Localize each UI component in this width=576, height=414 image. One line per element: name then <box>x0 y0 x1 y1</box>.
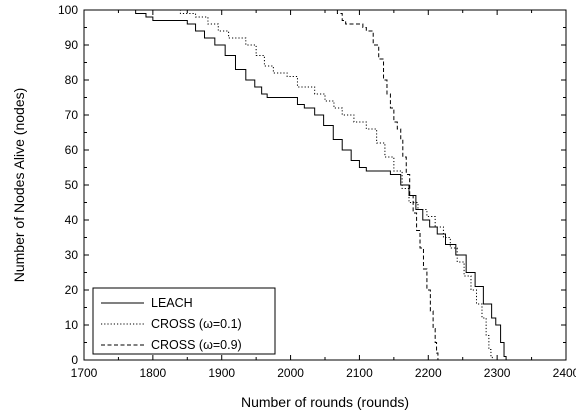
x-tick-label: 1800 <box>140 366 167 380</box>
y-tick-label: 30 <box>65 248 79 262</box>
y-tick-label: 90 <box>65 38 79 52</box>
x-tick-label: 2000 <box>277 366 304 380</box>
x-tick-label: 2300 <box>484 366 511 380</box>
y-tick-label: 60 <box>65 143 79 157</box>
y-tick-label: 10 <box>65 318 79 332</box>
legend-box <box>92 287 276 355</box>
y-tick-label: 50 <box>65 178 79 192</box>
y-tick-label: 80 <box>65 73 79 87</box>
y-tick-label: 20 <box>65 283 79 297</box>
x-axis-title: Number of rounds (rounds) <box>241 394 409 410</box>
y-tick-label: 100 <box>58 3 78 17</box>
legend: LEACH CROSS (ω=0.1) CROSS (ω=0.9) <box>92 287 276 355</box>
legend-label-cross-0-1: CROSS (ω=0.1) <box>151 317 242 331</box>
legend-label-cross-0-9: CROSS (ω=0.9) <box>151 338 242 352</box>
series-line-2 <box>84 9 566 361</box>
series-line-3 <box>84 9 566 361</box>
x-tick-label: 2200 <box>415 366 442 380</box>
x-tick-label: 2100 <box>346 366 373 380</box>
series-line-1 <box>84 9 566 361</box>
y-tick-label: 40 <box>65 213 79 227</box>
y-tick-label: 70 <box>65 108 79 122</box>
y-axis-title: Number of Nodes Alive (nodes) <box>11 88 27 283</box>
legend-label-leach: LEACH <box>151 296 193 310</box>
y-tick-label: 0 <box>71 353 78 367</box>
x-tick-label: 1900 <box>208 366 235 380</box>
series-layer <box>84 9 566 361</box>
x-tick-label: 1700 <box>71 366 98 380</box>
